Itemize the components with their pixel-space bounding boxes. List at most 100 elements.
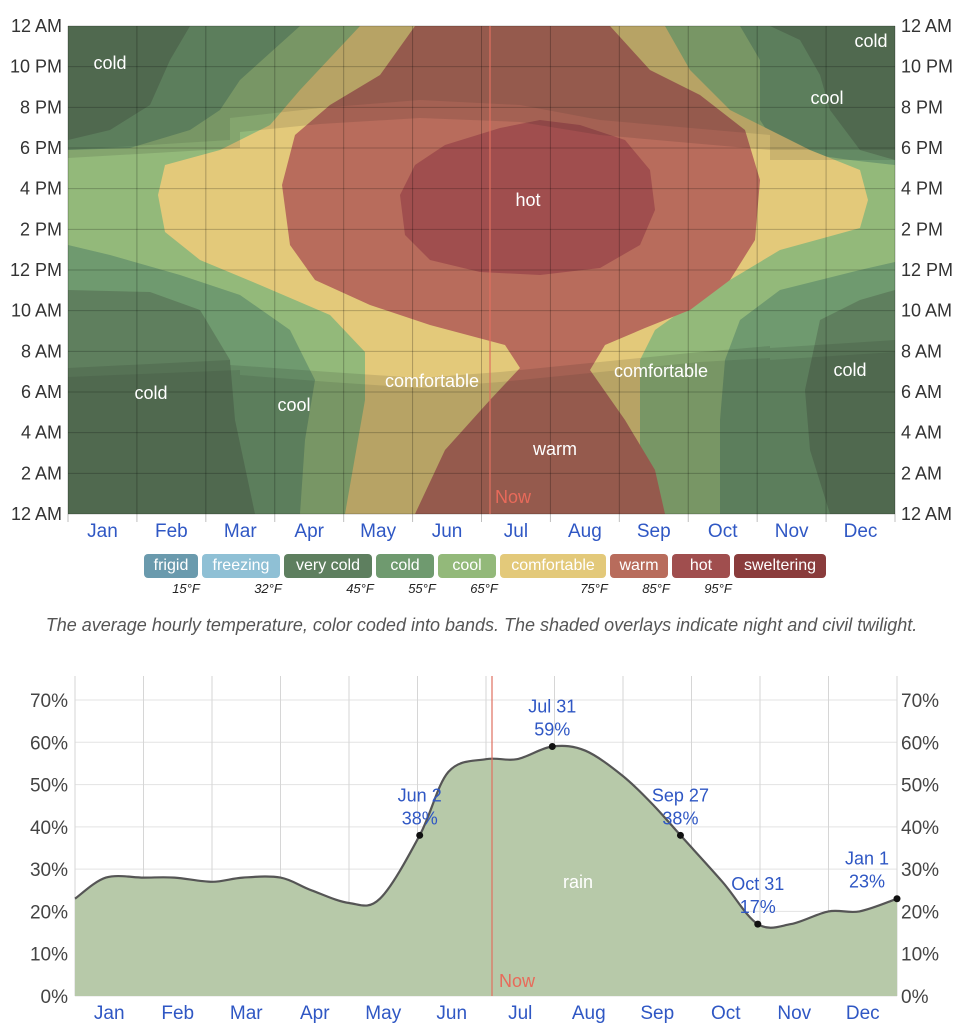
temperature-legend: frigid 15°F freezing 32°F very cold 45°F cold 5… <box>0 552 963 602</box>
night-overlay-morning <box>68 352 895 514</box>
annotation-point <box>754 920 762 928</box>
month-label: Jan <box>87 521 118 542</box>
y-tick-label: 8 PM <box>901 97 943 117</box>
y-tick-label: 10 AM <box>901 301 952 321</box>
y-tick-label: 8 PM <box>20 97 62 117</box>
y-tick-label: 8 AM <box>901 341 942 361</box>
night-overlay-evening <box>68 26 895 150</box>
month-label: Mar <box>230 1003 263 1024</box>
month-label: Feb <box>161 1003 194 1024</box>
y-tick-label: 6 PM <box>20 138 62 158</box>
legend-threshold: 65°F <box>470 581 498 596</box>
legend-item: comfortable <box>500 554 606 578</box>
month-label: May <box>360 521 396 542</box>
month-label: Jun <box>432 521 463 542</box>
chart-caption: The average hourly temperature, color co… <box>45 615 918 635</box>
band-label-cool-november: cool <box>810 88 843 108</box>
annotation-date: Jul 31 <box>528 697 576 717</box>
legend-threshold: 32°F <box>254 581 282 596</box>
month-label: Jun <box>436 1003 467 1024</box>
y-axis-right: 12 AM 10 PM 8 PM 6 PM 4 PM 2 PM 12 PM 10 AM 8 AM… <box>901 16 953 524</box>
rain-x-axis-months: Jan Feb Mar Apr May Jun Jul Aug Sep Oct Nov Dec <box>94 1003 880 1024</box>
y-tick-label: 12 PM <box>10 260 62 280</box>
rain-probability-chart: rain Now Jun 2 38% Jul 31 59% Sep 27 38% Oct 3… <box>30 676 939 1024</box>
month-label: Nov <box>775 521 809 542</box>
y-tick-label: 60% <box>901 733 939 754</box>
legend-item: sweltering <box>734 554 826 578</box>
month-label: Sep <box>637 521 671 542</box>
y-tick-label: 4 PM <box>901 179 943 199</box>
y-tick-label: 30% <box>30 860 68 881</box>
legend-threshold: 55°F <box>408 581 436 596</box>
month-label: Jan <box>94 1003 125 1024</box>
month-label: May <box>365 1003 401 1024</box>
band-label-warm: warm <box>532 439 577 459</box>
month-label: Jul <box>504 521 528 542</box>
annotation-value: 17% <box>740 897 776 917</box>
y-tick-label: 4 AM <box>21 423 62 443</box>
y-tick-label: 10% <box>30 945 68 966</box>
legend-threshold: 85°F <box>642 581 670 596</box>
band-label-cold-january-morning: cold <box>134 383 167 403</box>
legend-threshold: 75°F <box>580 581 608 596</box>
band-label-cold-december-morning: cold <box>833 360 866 380</box>
band-label-hot: hot <box>515 190 540 210</box>
band-hot <box>400 120 655 275</box>
y-tick-label: 70% <box>30 691 68 712</box>
y-tick-label: 2 PM <box>901 219 943 239</box>
month-label: Dec <box>846 1003 880 1024</box>
twilight-overlay-morning <box>68 340 895 388</box>
y-tick-label: 20% <box>30 902 68 923</box>
rain-y-axis: 0% 0% 10% 10% 20% 20% 30% 30% 40% 40% 50% 50% 60% 60%… <box>30 691 939 1008</box>
y-tick-label: 20% <box>901 902 939 923</box>
month-label: Aug <box>568 521 602 542</box>
y-tick-label: 50% <box>901 776 939 797</box>
annotation-value: 38% <box>662 808 698 828</box>
month-label: Nov <box>777 1003 811 1024</box>
y-tick-label: 50% <box>30 776 68 797</box>
y-tick-label: 40% <box>901 818 939 839</box>
y-tick-label: 12 AM <box>11 16 62 36</box>
annotation-value: 59% <box>534 720 570 740</box>
y-tick-label: 10 AM <box>11 301 62 321</box>
y-tick-label: 2 AM <box>21 463 62 483</box>
rain-now-label: Now <box>499 971 536 991</box>
band-label-cool-march: cool <box>277 395 310 415</box>
legend-item: very cold <box>284 554 372 578</box>
legend-item: warm <box>610 554 668 578</box>
y-tick-label: 8 AM <box>21 341 62 361</box>
annotation-point <box>676 831 684 839</box>
y-tick-label: 0% <box>41 987 69 1008</box>
y-tick-label: 6 AM <box>901 382 942 402</box>
legend-item: hot <box>672 554 730 578</box>
temperature-band-chart: Now 12 AM 10 PM 8 PM 6 PM 4 PM 2 PM 12 PM 10 AM… <box>10 16 953 542</box>
legend-threshold: 15°F <box>172 581 200 596</box>
y-tick-label: 70% <box>901 691 939 712</box>
month-label: Jul <box>508 1003 532 1024</box>
month-label: Oct <box>708 521 738 542</box>
y-tick-label: 40% <box>30 818 68 839</box>
y-tick-label: 12 AM <box>901 504 952 524</box>
annotation-date: Jun 2 <box>398 785 442 805</box>
rain-area <box>75 745 897 996</box>
month-label: Feb <box>155 521 188 542</box>
legend-threshold: 95°F <box>704 581 732 596</box>
y-tick-label: 12 AM <box>901 16 952 36</box>
annotation-value: 23% <box>849 872 885 892</box>
legend-item: cold <box>376 554 434 578</box>
twilight-overlay-evening <box>68 100 895 160</box>
annotation-value: 38% <box>402 808 438 828</box>
y-axis-left: 12 AM 10 PM 8 PM 6 PM 4 PM 2 PM 12 PM 10 AM 8 AM… <box>10 16 62 524</box>
y-tick-label: 2 AM <box>901 463 942 483</box>
month-label: Sep <box>640 1003 674 1024</box>
annotation-date: Jan 1 <box>845 849 889 869</box>
month-label: Aug <box>572 1003 606 1024</box>
band-labels: cold cold cool cool hot comfortable comf… <box>93 31 887 459</box>
band-label-cold-december-night: cold <box>854 31 887 51</box>
month-label: Oct <box>711 1003 741 1024</box>
annotation-point <box>893 895 901 903</box>
annotation-point <box>548 743 556 751</box>
y-tick-label: 4 PM <box>20 179 62 199</box>
legend-item: freezing <box>202 554 280 578</box>
y-tick-label: 10 PM <box>10 57 62 77</box>
